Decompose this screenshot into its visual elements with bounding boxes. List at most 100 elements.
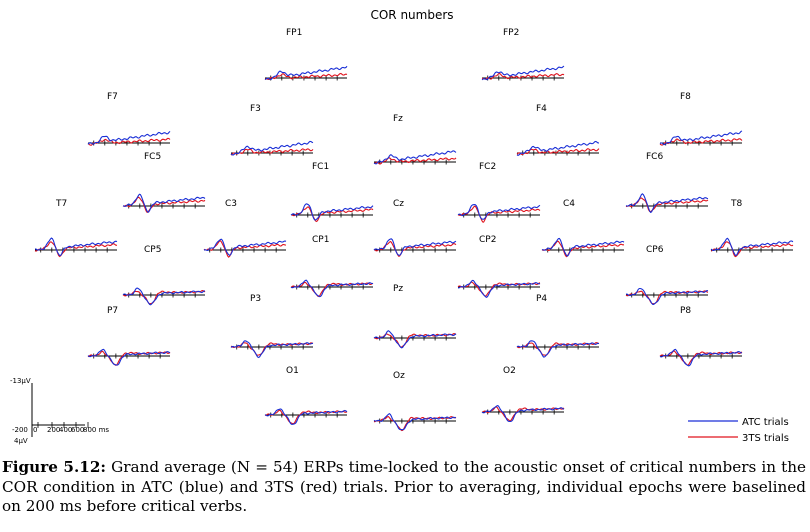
- 3ts-waveform: [203, 240, 287, 258]
- electrode-label: P8: [680, 306, 691, 316]
- electrode-fp2: FP2: [481, 28, 565, 81]
- electrode-f4: F4: [516, 104, 600, 157]
- 3ts-waveform: [516, 342, 600, 356]
- electrode-label: F3: [250, 104, 261, 114]
- electrode-label: C3: [225, 199, 237, 209]
- electrode-cp5: CP5: [122, 245, 206, 306]
- electrode-fc1: FC1: [290, 162, 374, 223]
- electrode-label: P4: [536, 294, 547, 304]
- electrode-label: CP2: [479, 235, 496, 245]
- electrode-fp1: FP1: [264, 28, 348, 81]
- scale-tick-label: -200: [12, 426, 28, 434]
- scale-tick-label: 800 ms: [83, 426, 109, 434]
- atc-waveform: [625, 193, 709, 214]
- electrode-label: C4: [563, 199, 575, 209]
- electrode-t8: T8: [710, 199, 794, 258]
- caption-text: Grand average (N = 54) ERPs time-locked …: [2, 458, 806, 515]
- atc-waveform: [625, 287, 709, 305]
- electrode-c4: C4: [541, 199, 625, 258]
- atc-waveform: [290, 203, 374, 221]
- electrode-o1: O1: [264, 366, 348, 425]
- electrode-label: O2: [503, 366, 516, 376]
- electrode-label: T8: [730, 199, 742, 209]
- atc-waveform: [34, 237, 118, 257]
- atc-waveform: [87, 131, 171, 145]
- electrode-cz: Cz: [373, 199, 457, 257]
- atc-waveform: [264, 408, 348, 425]
- 3ts-waveform: [373, 333, 457, 348]
- electrode-f7: F7: [87, 92, 171, 146]
- atc-waveform: [457, 279, 541, 298]
- erp-figure: COR numbers FP1 FP2 F7 F3 Fz F4 F8 FC5 FC1 FC2 FC6…: [10, 8, 794, 445]
- atc-waveform: [373, 330, 457, 349]
- electrode-label: F4: [536, 104, 547, 114]
- electrode-label: CP5: [144, 245, 161, 255]
- 3ts-waveform: [87, 350, 171, 366]
- atc-waveform: [230, 140, 314, 156]
- scale-tick-label: 200: [47, 426, 60, 434]
- 3ts-waveform: [457, 205, 541, 223]
- electrode-label: FC2: [479, 162, 496, 172]
- 3ts-waveform: [481, 406, 565, 422]
- 3ts-waveform: [481, 72, 565, 80]
- atc-waveform: [373, 413, 457, 431]
- atc-waveform: [290, 279, 374, 298]
- atc-waveform: [203, 238, 287, 256]
- 3ts-waveform: [34, 241, 118, 258]
- electrode-o2: O2: [481, 366, 565, 423]
- electrode-label: P7: [107, 306, 118, 316]
- scale-tick-label: 400: [59, 426, 72, 434]
- electrode-p3: P3: [230, 294, 314, 359]
- electrode-label: CP1: [312, 235, 329, 245]
- atc-waveform: [87, 348, 171, 366]
- 3ts-waveform: [710, 241, 794, 258]
- electrode-cp1: CP1: [290, 235, 374, 298]
- atc-waveform: [541, 237, 625, 257]
- electrode-fz: Fz: [373, 114, 457, 165]
- atc-waveform: [122, 193, 206, 213]
- 3ts-waveform: [457, 281, 541, 297]
- electrode-pz: Pz: [373, 284, 457, 349]
- electrode-label: F8: [680, 92, 691, 102]
- 3ts-waveform: [230, 148, 314, 156]
- electrode-t7: T7: [34, 199, 118, 258]
- legend-3ts-label: 3TS trials: [742, 433, 789, 444]
- atc-waveform: [659, 348, 743, 367]
- 3ts-waveform: [659, 138, 743, 146]
- electrode-f8: F8: [659, 92, 743, 146]
- electrode-cp6: CP6: [625, 245, 709, 305]
- figure-caption: Figure 5.12: Grand average (N = 54) ERPs…: [2, 458, 806, 517]
- atc-waveform: [516, 140, 599, 157]
- 3ts-waveform: [264, 409, 348, 425]
- 3ts-waveform: [291, 206, 374, 223]
- caption-label: Figure 5.12:: [2, 458, 107, 476]
- electrode-label: T7: [55, 199, 67, 209]
- legend-atc-label: ATC trials: [742, 417, 789, 428]
- 3ts-waveform: [373, 416, 457, 432]
- scale-tick-label: 600: [71, 426, 84, 434]
- 3ts-waveform: [373, 240, 457, 257]
- scale-y-bottom: 4μV: [14, 437, 28, 445]
- chart-title: COR numbers: [370, 8, 453, 22]
- electrode-fc6: FC6: [625, 152, 709, 214]
- electrode-label: P3: [250, 294, 261, 304]
- atc-waveform: [481, 65, 565, 81]
- atc-waveform: [230, 340, 314, 359]
- legend: ATC trials 3TS trials: [688, 417, 789, 444]
- 3ts-waveform: [230, 342, 314, 356]
- electrode-plots: FP1 FP2 F7 F3 Fz F4 F8 FC5 FC1 FC2 FC6 T7 C3 Cz C4 T8 CP…: [34, 28, 794, 432]
- electrode-label: Oz: [393, 371, 405, 381]
- atc-waveform: [516, 340, 600, 358]
- electrode-label: O1: [286, 366, 299, 376]
- scale-y-top: -13μV: [10, 377, 31, 385]
- 3ts-waveform: [541, 240, 625, 258]
- atc-waveform: [373, 150, 457, 165]
- atc-waveform: [122, 287, 206, 306]
- electrode-fc2: FC2: [457, 162, 541, 223]
- 3ts-waveform: [264, 72, 348, 80]
- electrode-label: FP2: [503, 28, 519, 38]
- electrode-label: Fz: [393, 114, 403, 124]
- electrode-label: Cz: [393, 199, 404, 209]
- 3ts-waveform: [290, 281, 374, 298]
